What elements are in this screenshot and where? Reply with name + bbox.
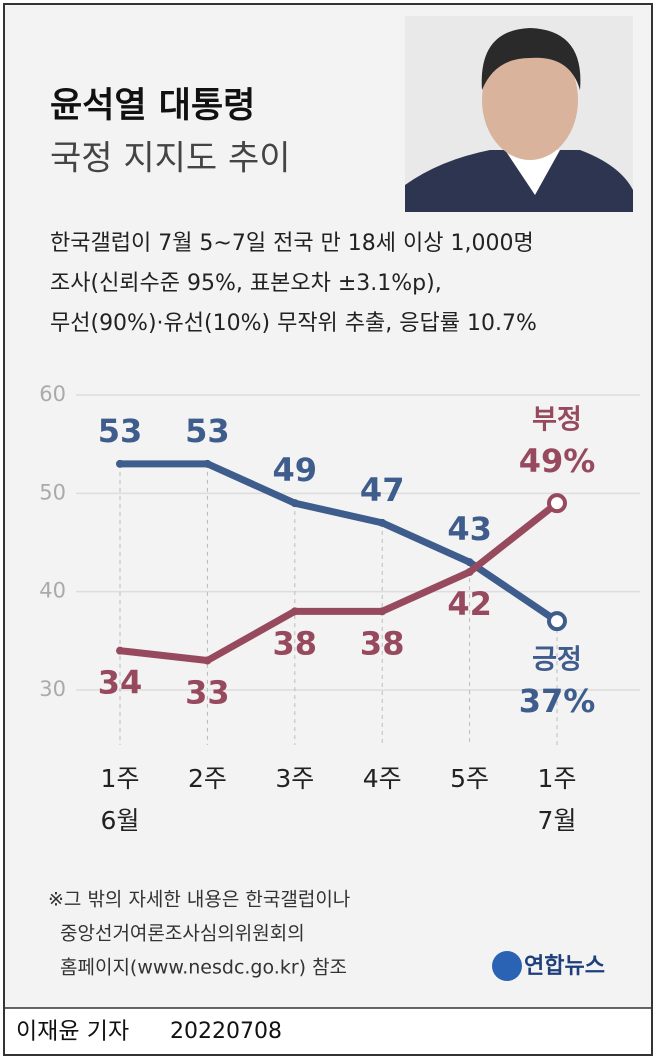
- data-label: 38: [360, 624, 405, 662]
- description-line: 조사(신뢰수준 95%, 표본오차 ±3.1%p),: [50, 271, 442, 296]
- y-tick-label: 40: [39, 579, 66, 603]
- description-line: 무선(90%)·유선(10%) 무작위 추출, 응답률 10.7%: [50, 311, 537, 336]
- data-label: 43: [447, 510, 492, 548]
- x-tick-label: 5주: [450, 764, 489, 793]
- date: 20220708: [170, 1019, 282, 1044]
- author: 이재윤 기자: [16, 1019, 129, 1045]
- series-line: [119, 500, 560, 664]
- data-label: 53: [98, 412, 143, 450]
- x-tick-label: 1주: [101, 764, 140, 793]
- point-marker: [290, 499, 299, 508]
- footnote: 홈페이지(www.nesdc.go.kr) 참조: [60, 957, 347, 979]
- point-marker: [290, 607, 299, 616]
- x-tick-label: 4주: [363, 764, 402, 793]
- series-name: 긍정: [532, 645, 582, 676]
- x-tick-label: 3주: [275, 764, 314, 793]
- x-month-label: 6월: [101, 806, 140, 835]
- point-marker: [203, 656, 212, 665]
- subtitle: 국정 지지도 추이: [50, 139, 291, 179]
- x-tick-label: 2주: [188, 764, 227, 793]
- point-marker: [547, 611, 567, 632]
- point-marker: [547, 493, 567, 514]
- data-label: 49: [273, 451, 318, 489]
- footnote: ※그 밖의 자세한 내용은 한국갤럽이나: [48, 889, 350, 911]
- data-label: 49%: [519, 442, 596, 480]
- point-marker: [465, 558, 474, 567]
- logo: 연합뉴스: [524, 953, 605, 979]
- photo: [405, 16, 633, 212]
- data-label: 33: [185, 674, 230, 712]
- x-month-label: 7월: [538, 806, 577, 835]
- y-tick-label: 60: [39, 382, 66, 406]
- footnote: 중앙선거여론조사심의위원회의: [60, 923, 305, 945]
- data-label: 53: [185, 412, 230, 450]
- x-tick-label: 1주: [538, 764, 577, 793]
- series-line: [120, 460, 559, 625]
- point-marker: [378, 607, 387, 616]
- y-tick-label: 30: [39, 677, 66, 701]
- data-label: 37%: [519, 682, 596, 720]
- series-name: 부정: [532, 405, 582, 436]
- point-marker: [465, 568, 474, 576]
- point-marker: [116, 459, 124, 468]
- description-line: 한국갤럽이 7월 5~7일 전국 만 18세 이상 1,000명: [50, 231, 534, 256]
- logo-icon: [492, 951, 522, 981]
- point-marker: [116, 646, 124, 655]
- data-label: 47: [360, 471, 405, 509]
- data-label: 34: [98, 664, 143, 702]
- point-marker: [378, 518, 387, 527]
- title: 윤석열 대통령: [50, 86, 255, 126]
- data-label: 42: [447, 585, 492, 623]
- data-label: 38: [273, 624, 318, 662]
- y-tick-label: 50: [39, 480, 66, 504]
- byline-bar: [5, 1008, 651, 1054]
- point-marker: [203, 459, 212, 468]
